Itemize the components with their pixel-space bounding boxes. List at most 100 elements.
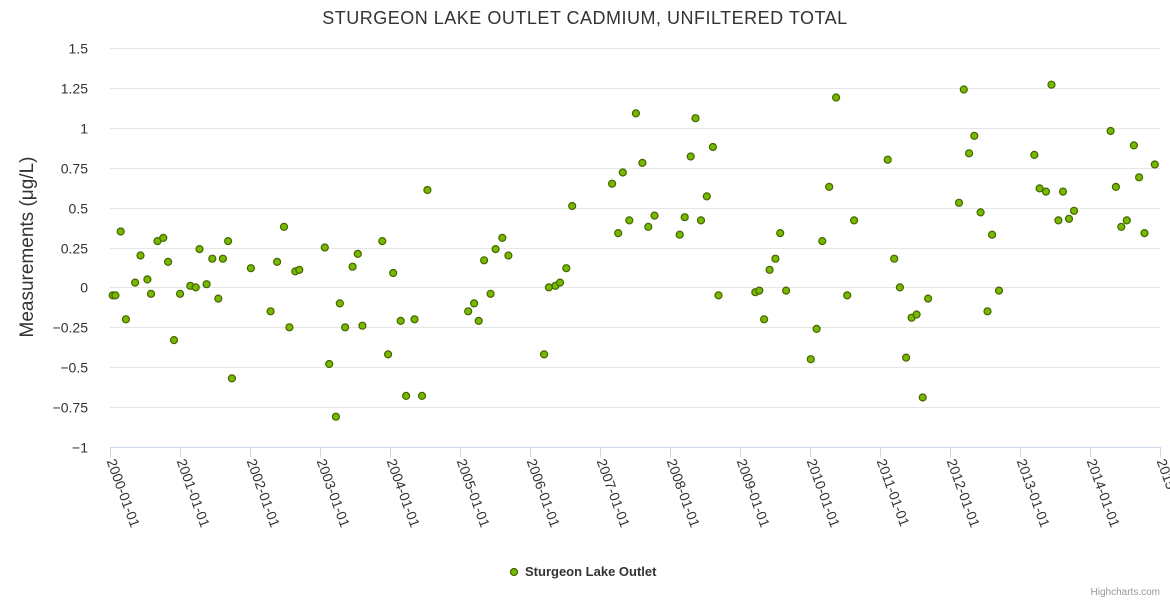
data-point[interactable] (279, 222, 289, 231)
data-point[interactable] (1134, 173, 1144, 182)
data-point[interactable] (849, 216, 859, 225)
data-point[interactable] (396, 316, 405, 325)
data-point[interactable] (625, 216, 634, 225)
data-point[interactable] (389, 268, 398, 278)
data-point[interactable] (970, 131, 979, 140)
data-point[interactable] (831, 93, 841, 102)
data-point[interactable] (202, 280, 211, 289)
data-point[interactable] (825, 182, 834, 191)
data-point[interactable] (224, 237, 233, 246)
data-point[interactable] (273, 257, 282, 266)
data-point[interactable] (1047, 80, 1056, 89)
data-point[interactable] (1035, 184, 1044, 193)
data-point[interactable] (987, 230, 997, 239)
data-point[interactable] (143, 275, 152, 284)
data-point[interactable] (771, 254, 780, 263)
data-point[interactable] (214, 294, 223, 303)
data-point[interactable] (539, 350, 549, 359)
data-point[interactable] (470, 299, 479, 308)
data-point[interactable] (111, 291, 120, 300)
data-point[interactable] (341, 323, 350, 332)
data-point[interactable] (912, 310, 921, 319)
data-point[interactable] (164, 257, 173, 266)
data-point[interactable] (1117, 222, 1126, 231)
data-point[interactable] (686, 152, 695, 161)
data-point[interactable] (568, 201, 577, 211)
data-point[interactable] (562, 264, 571, 273)
data-point[interactable] (650, 211, 659, 220)
data-point[interactable] (923, 294, 933, 303)
data-point[interactable] (423, 185, 432, 195)
data-point[interactable] (983, 307, 992, 316)
data-point[interactable] (285, 323, 294, 332)
data-point[interactable] (246, 264, 255, 273)
data-point[interactable] (702, 192, 711, 201)
data-point[interactable] (159, 233, 168, 242)
data-point[interactable] (131, 278, 140, 287)
data-point[interactable] (498, 233, 507, 242)
data-point[interactable] (1054, 216, 1063, 225)
data-point[interactable] (325, 359, 334, 369)
data-point[interactable] (320, 243, 329, 252)
data-point[interactable] (378, 237, 387, 246)
data-point[interactable] (959, 85, 968, 94)
data-point[interactable] (146, 289, 156, 298)
data-point[interactable] (918, 393, 927, 402)
data-point[interactable] (227, 374, 236, 383)
credits-link[interactable]: Highcharts.com (1091, 587, 1160, 598)
data-point[interactable] (1058, 187, 1068, 196)
data-point[interactable] (755, 286, 764, 295)
data-point[interactable] (480, 256, 489, 265)
data-point[interactable] (295, 265, 304, 274)
series-sturgeon-lake-outlet[interactable] (108, 80, 1159, 421)
data-point[interactable] (812, 324, 821, 333)
data-point[interactable] (883, 155, 892, 164)
data-point[interactable] (504, 251, 513, 260)
data-point[interactable] (781, 286, 791, 295)
data-point[interactable] (1150, 160, 1159, 169)
data-point[interactable] (191, 283, 200, 292)
data-point[interactable] (1129, 141, 1139, 150)
data-point[interactable] (765, 265, 774, 274)
data-point[interactable] (680, 213, 689, 222)
data-point[interactable] (708, 142, 718, 152)
data-point[interactable] (895, 283, 905, 292)
data-point[interactable] (348, 262, 357, 271)
data-point[interactable] (843, 291, 852, 300)
legend-item-label[interactable]: Sturgeon Lake Outlet (525, 564, 657, 579)
data-point[interactable] (714, 291, 723, 300)
data-point[interactable] (335, 299, 344, 308)
data-point[interactable] (954, 198, 964, 207)
data-point[interactable] (491, 245, 500, 254)
data-point[interactable] (644, 222, 653, 231)
data-point[interactable] (1140, 229, 1149, 238)
data-point[interactable] (555, 278, 565, 287)
data-point[interactable] (890, 254, 899, 263)
data-point[interactable] (631, 109, 641, 118)
data-point[interactable] (218, 254, 227, 263)
data-point[interactable] (994, 286, 1004, 295)
data-point[interactable] (675, 230, 684, 239)
data-point[interactable] (176, 289, 185, 298)
data-point[interactable] (1122, 216, 1131, 225)
data-point[interactable] (696, 216, 706, 225)
data-point[interactable] (353, 249, 362, 258)
data-point[interactable] (806, 355, 815, 364)
data-point[interactable] (169, 336, 179, 345)
data-point[interactable] (638, 158, 647, 167)
data-point[interactable] (691, 114, 700, 123)
data-point[interactable] (544, 283, 554, 292)
data-point[interactable] (1069, 206, 1079, 215)
data-point[interactable] (464, 307, 473, 316)
data-point[interactable] (266, 307, 275, 316)
data-point[interactable] (331, 412, 340, 421)
legend[interactable]: Sturgeon Lake Outlet (509, 564, 658, 579)
data-point[interactable] (618, 168, 627, 177)
data-point[interactable] (474, 316, 483, 325)
data-point[interactable] (776, 229, 785, 238)
data-point[interactable] (384, 350, 393, 359)
data-point[interactable] (486, 289, 495, 298)
data-point[interactable] (121, 315, 131, 324)
data-point[interactable] (818, 237, 827, 246)
data-point[interactable] (417, 391, 427, 400)
